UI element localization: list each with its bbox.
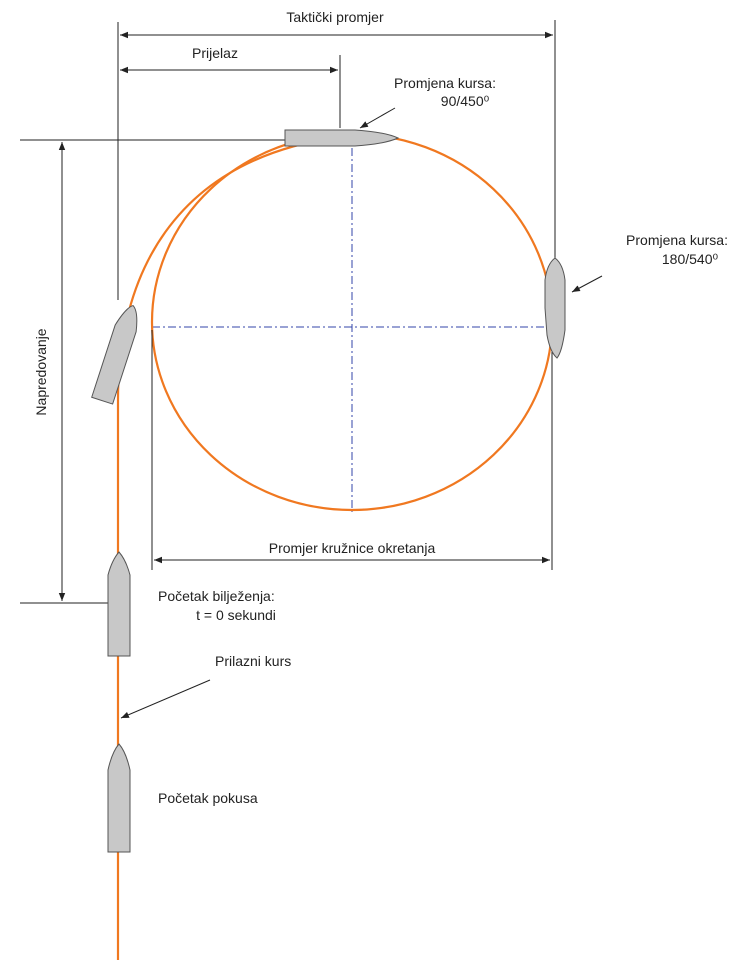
label: Prijelaz bbox=[192, 45, 238, 61]
label: Prilazni kurs bbox=[215, 653, 291, 669]
label: t = 0 sekundi bbox=[196, 607, 276, 623]
label: Promjena kursa: bbox=[394, 75, 496, 91]
label: Početak pokusa bbox=[158, 790, 258, 806]
label: Taktički promjer bbox=[286, 9, 384, 25]
pointer-arrow bbox=[120, 679, 211, 719]
label: 90/450⁰ bbox=[441, 93, 490, 109]
label: Promjena kursa: bbox=[626, 232, 728, 248]
label: Početak bilježenja: bbox=[158, 588, 275, 604]
label: Promjer kružnice okretanja bbox=[269, 540, 436, 556]
pointer-arrow bbox=[359, 107, 396, 129]
ship bbox=[107, 743, 131, 853]
label: 180/540⁰ bbox=[662, 251, 719, 267]
pointer-arrow bbox=[571, 275, 603, 293]
label: Napredovanje bbox=[33, 328, 49, 415]
ship bbox=[284, 129, 400, 147]
ship bbox=[544, 257, 566, 359]
ship bbox=[107, 551, 131, 657]
ship bbox=[91, 304, 138, 405]
